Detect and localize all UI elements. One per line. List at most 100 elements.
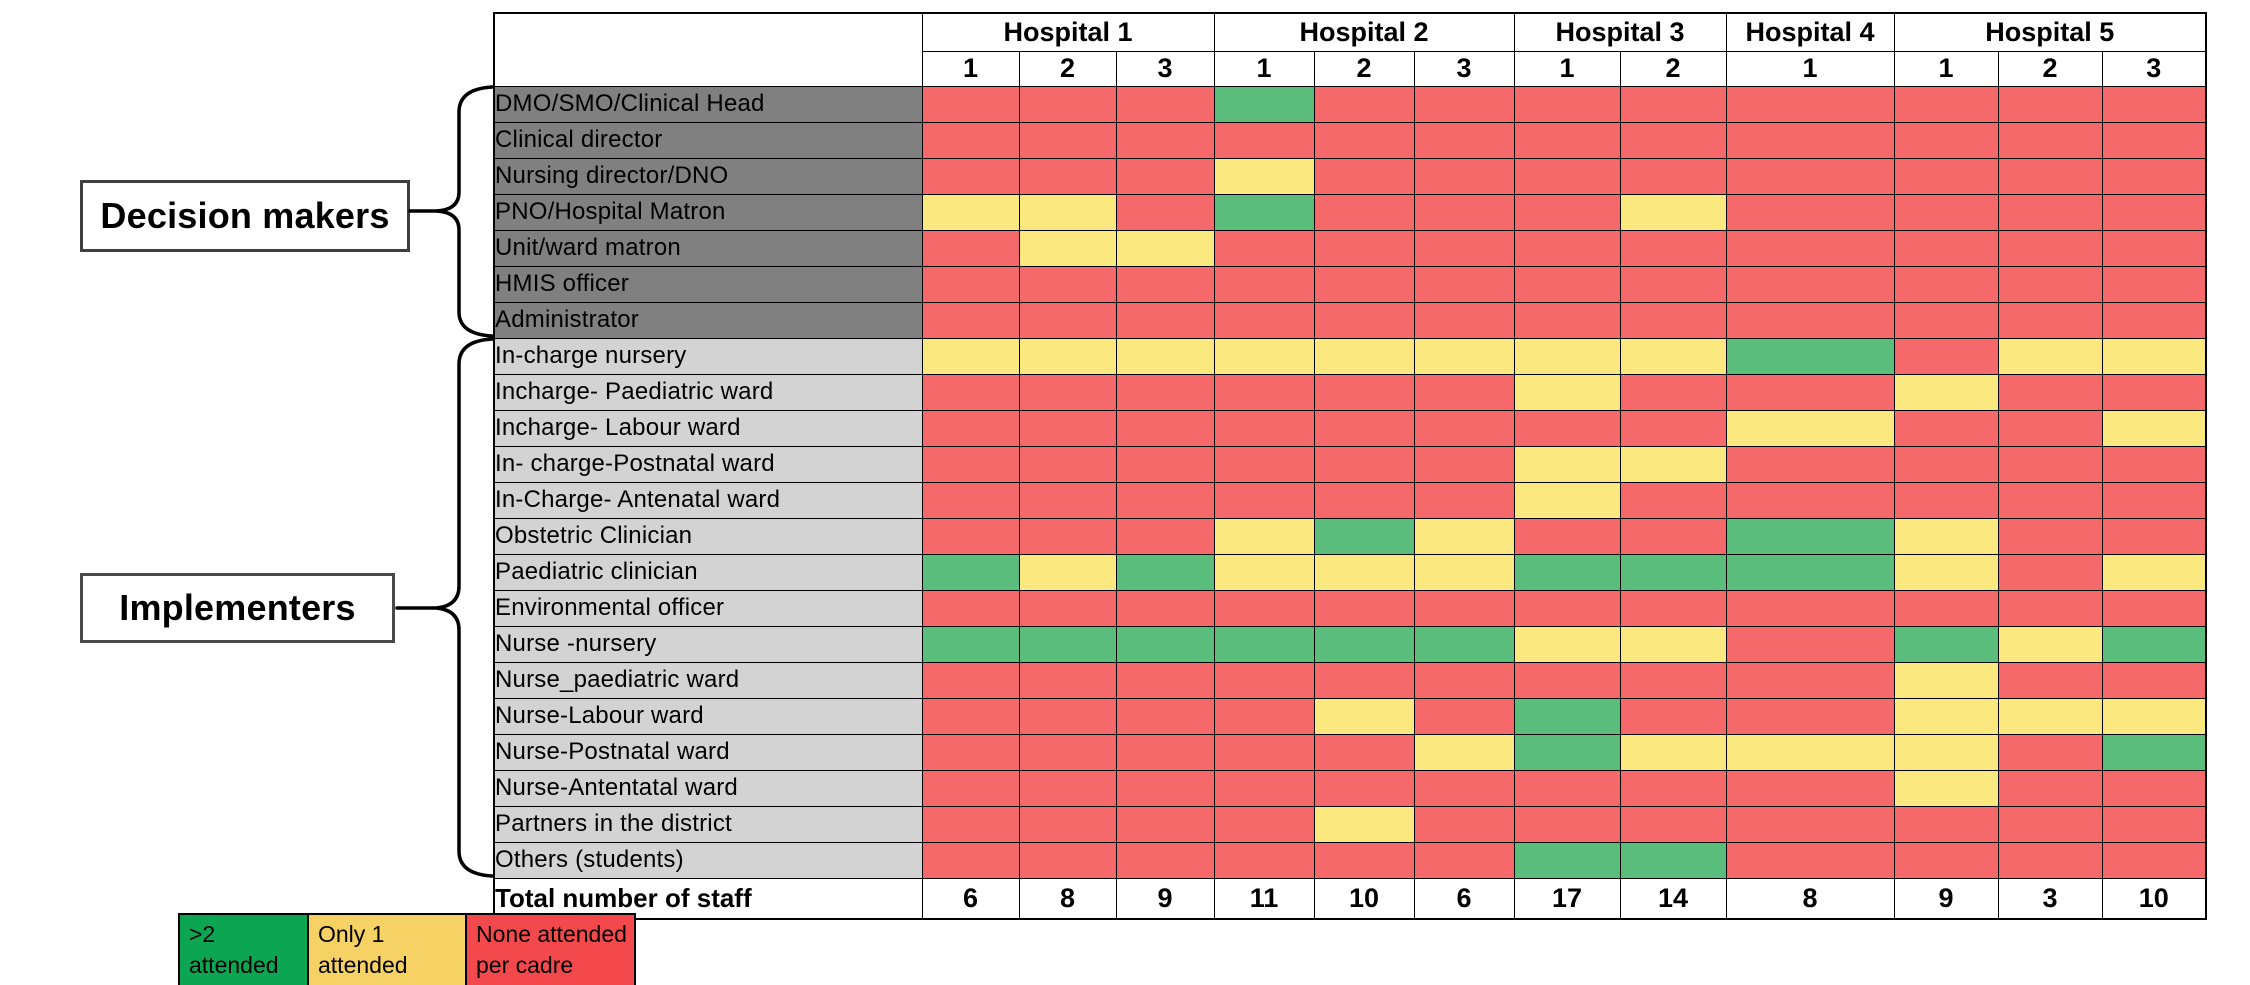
heatmap-cell bbox=[1619, 193, 1727, 231]
heatmap-cell bbox=[1725, 841, 1895, 879]
heatmap-cell bbox=[1619, 373, 1727, 411]
heatmap-cell bbox=[1213, 517, 1315, 555]
heatmap-cell bbox=[1725, 589, 1895, 627]
heatmap-cell bbox=[1513, 733, 1621, 771]
heatmap-cell bbox=[1513, 481, 1621, 519]
hospital-group-header-4: Hospital 4 bbox=[1725, 12, 1895, 52]
heatmap-cell bbox=[1513, 661, 1621, 699]
heatmap-cell bbox=[1413, 229, 1515, 267]
heatmap-cell bbox=[921, 409, 1020, 447]
heatmap-cell bbox=[1115, 193, 1215, 231]
staff-attendance-table-wrap: Hospital 1 Hospital 2 Hospital 3 Hospital 4… bbox=[493, 12, 2207, 920]
heatmap-cell bbox=[1619, 85, 1727, 123]
heatmap-cell bbox=[1619, 517, 1727, 555]
cadre-row: Clinical director bbox=[493, 121, 2207, 159]
heatmap-cell bbox=[1018, 337, 1117, 375]
subcol-header-h1-2: 2 bbox=[1018, 50, 1117, 87]
heatmap-cell bbox=[1213, 373, 1315, 411]
heatmap-cell bbox=[1619, 805, 1727, 843]
hospital-group-header-2: Hospital 2 bbox=[1213, 12, 1515, 52]
heatmap-cell bbox=[1018, 517, 1117, 555]
heatmap-cell bbox=[1997, 337, 2103, 375]
heatmap-cell bbox=[1513, 301, 1621, 339]
heatmap-cell bbox=[1997, 553, 2103, 591]
heatmap-cell bbox=[1513, 373, 1621, 411]
cadre-label: Clinical director bbox=[493, 121, 923, 159]
heatmap-cell bbox=[2101, 373, 2207, 411]
heatmap-cell bbox=[921, 733, 1020, 771]
heatmap-cell bbox=[1725, 697, 1895, 735]
legend-item-line2: per cadre bbox=[189, 981, 307, 985]
heatmap-cell bbox=[1313, 553, 1415, 591]
cadre-row: Administrator bbox=[493, 301, 2207, 339]
heatmap-cell bbox=[1619, 229, 1727, 267]
heatmap-cell bbox=[1513, 157, 1621, 195]
heatmap-cell bbox=[1893, 661, 1999, 699]
subcol-header-h2-2: 2 bbox=[1313, 50, 1415, 87]
heatmap-cell bbox=[1018, 553, 1117, 591]
heatmap-cell bbox=[1018, 481, 1117, 519]
total-value: 3 bbox=[1997, 877, 2103, 920]
heatmap-cell bbox=[1213, 589, 1315, 627]
cadre-row: Incharge- Paediatric ward bbox=[493, 373, 2207, 411]
heatmap-cell bbox=[1313, 517, 1415, 555]
heatmap-cell bbox=[1619, 409, 1727, 447]
heatmap-cell bbox=[1313, 481, 1415, 519]
heatmap-cell bbox=[1213, 85, 1315, 123]
cadre-row: Nursing director/DNO bbox=[493, 157, 2207, 195]
heatmap-cell bbox=[1213, 697, 1315, 735]
cadre-label: PNO/Hospital Matron bbox=[493, 193, 923, 231]
heatmap-cell bbox=[1115, 625, 1215, 663]
cadre-row: Nurse_paediatric ward bbox=[493, 661, 2207, 699]
heatmap-cell bbox=[2101, 157, 2207, 195]
heatmap-cell bbox=[1725, 553, 1895, 591]
heatmap-cell bbox=[1997, 265, 2103, 303]
cadre-row: Others (students) bbox=[493, 841, 2207, 879]
heatmap-cell bbox=[1893, 805, 1999, 843]
heatmap-cell bbox=[1725, 193, 1895, 231]
heatmap-cell bbox=[1313, 841, 1415, 879]
heatmap-cell bbox=[1619, 661, 1727, 699]
heatmap-cell bbox=[921, 265, 1020, 303]
heatmap-cell bbox=[1115, 733, 1215, 771]
heatmap-cell bbox=[1893, 733, 1999, 771]
heatmap-cell bbox=[1313, 85, 1415, 123]
heatmap-cell bbox=[1725, 481, 1895, 519]
heatmap-cell bbox=[921, 841, 1020, 879]
heatmap-cell bbox=[2101, 841, 2207, 879]
heatmap-cell bbox=[1413, 85, 1515, 123]
heatmap-cell bbox=[1313, 373, 1415, 411]
heatmap-cell bbox=[1313, 445, 1415, 483]
heatmap-cell bbox=[1413, 409, 1515, 447]
heatmap-cell bbox=[2101, 481, 2207, 519]
heatmap-cell bbox=[1213, 481, 1315, 519]
heatmap-cell bbox=[1513, 229, 1621, 267]
heatmap-cell bbox=[1893, 193, 1999, 231]
heatmap-cell bbox=[921, 769, 1020, 807]
heatmap-cell bbox=[921, 697, 1020, 735]
heatmap-cell bbox=[2101, 445, 2207, 483]
heatmap-cell bbox=[1513, 553, 1621, 591]
total-value: 11 bbox=[1213, 877, 1315, 920]
cadre-row: Nurse-Antentatal ward bbox=[493, 769, 2207, 807]
heatmap-cell bbox=[921, 373, 1020, 411]
heatmap-cell bbox=[2101, 589, 2207, 627]
heatmap-cell bbox=[1725, 445, 1895, 483]
cadre-row: HMIS officer bbox=[493, 265, 2207, 303]
heatmap-cell bbox=[1513, 625, 1621, 663]
cadre-row: DMO/SMO/Clinical Head bbox=[493, 85, 2207, 123]
heatmap-cell bbox=[2101, 85, 2207, 123]
cadre-label: Obstetric Clinician bbox=[493, 517, 923, 555]
total-value: 9 bbox=[1115, 877, 1215, 920]
cadre-label: Environmental officer bbox=[493, 589, 923, 627]
heatmap-cell bbox=[1997, 769, 2103, 807]
heatmap-cell bbox=[1997, 589, 2103, 627]
heatmap-cell bbox=[1115, 373, 1215, 411]
heatmap-cell bbox=[1313, 157, 1415, 195]
heatmap-cell bbox=[1997, 157, 2103, 195]
heatmap-cell bbox=[1413, 481, 1515, 519]
cadre-label: Partners in the district bbox=[493, 805, 923, 843]
heatmap-cell bbox=[921, 193, 1020, 231]
heatmap-cell bbox=[1893, 121, 1999, 159]
